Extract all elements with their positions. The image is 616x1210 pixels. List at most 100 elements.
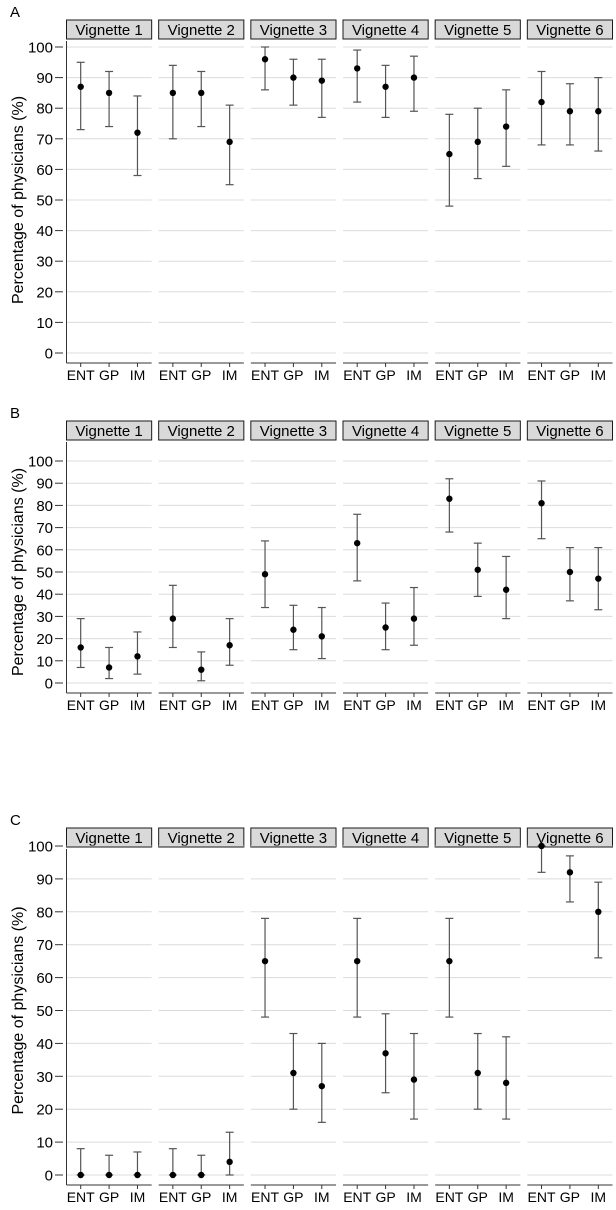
data-point	[353, 957, 361, 965]
x-tick-label: IM	[406, 1189, 422, 1205]
facet-5: Vignette 5 ENT GP IM	[434, 19, 521, 383]
x-tick-label: ENT	[67, 367, 95, 383]
data-point	[105, 1171, 113, 1179]
data-point	[474, 138, 481, 146]
facet-6: Vignette 6 ENT GP IM	[526, 19, 613, 383]
data-point	[502, 123, 510, 130]
y-axis-title: Percentage of physicians (%)	[10, 96, 27, 304]
facet-strip	[250, 420, 337, 441]
data-point	[261, 571, 269, 578]
x-tick-label: GP	[560, 697, 580, 713]
panel-C: C Percentage of physicians (%) 0 10 20 30 40 50…	[10, 812, 613, 1205]
facet-title: Vignette 3	[260, 423, 327, 440]
data-point	[353, 539, 361, 547]
y-tick-label: 100	[28, 40, 53, 57]
data-point	[198, 666, 205, 673]
data-point	[290, 626, 297, 633]
facet-strip	[66, 420, 153, 441]
x-tick-label: IM	[591, 697, 607, 713]
data-point	[290, 1069, 297, 1077]
y-tick-label: 60	[36, 162, 53, 179]
data-point	[318, 1082, 326, 1090]
data-point	[169, 89, 177, 97]
facet-strip	[434, 420, 521, 441]
y-tick-label: 70	[36, 520, 53, 537]
facet-title: Vignette 6	[536, 423, 603, 440]
facet-title: Vignette 5	[444, 423, 511, 440]
facet-title: Vignette 3	[260, 22, 327, 39]
data-point	[595, 575, 602, 582]
facet-strip	[250, 827, 337, 848]
y-axis-title: Percentage of physicians (%)	[10, 468, 27, 676]
y-tick-label: 80	[36, 498, 53, 515]
facet-strip	[526, 19, 613, 40]
data-point	[566, 568, 574, 576]
facet-2: Vignette 2 ENT GP IM	[158, 827, 245, 1205]
y-tick-label: 30	[36, 1069, 53, 1086]
y-tick-label: 50	[36, 193, 53, 210]
facet-strip	[526, 420, 613, 441]
y-tick-label: 10	[36, 1135, 53, 1152]
y-tick-label: 50	[36, 565, 53, 582]
facet-title: Vignette 5	[444, 22, 511, 39]
x-tick-label: IM	[222, 697, 238, 713]
data-point	[353, 65, 361, 72]
facet-strip	[158, 19, 245, 40]
facet-title: Vignette 3	[260, 830, 327, 847]
facet-3: Vignette 3 ENT GP IM	[250, 19, 337, 383]
x-tick-label: GP	[468, 367, 488, 383]
facet-strip	[342, 19, 429, 40]
data-point	[318, 77, 326, 84]
x-tick-label: GP	[99, 697, 119, 713]
y-tick-label: 90	[36, 70, 53, 87]
x-tick-label: GP	[283, 1189, 303, 1205]
x-tick-label: ENT	[67, 697, 95, 713]
facet-strip	[434, 19, 521, 40]
data-point	[474, 566, 481, 573]
data-point	[502, 586, 510, 593]
data-point	[198, 1171, 205, 1179]
facet-strip	[526, 827, 613, 848]
y-tick-label: 0	[45, 346, 53, 363]
data-point	[318, 633, 326, 640]
facet-title: Vignette 5	[444, 830, 511, 847]
x-tick-label: IM	[130, 1189, 146, 1205]
x-tick-label: GP	[468, 1189, 488, 1205]
data-point	[410, 1076, 418, 1083]
facet-title: Vignette 1	[75, 423, 142, 440]
data-point	[105, 664, 113, 671]
facet-4: Vignette 4 ENT GP IM	[342, 19, 429, 383]
data-point	[538, 499, 545, 507]
x-tick-label: IM	[130, 697, 146, 713]
facet-title: Vignette 2	[168, 22, 235, 39]
x-tick-label: ENT	[251, 367, 279, 383]
facet-strip	[66, 827, 153, 848]
data-point	[382, 1050, 389, 1057]
x-tick-label: GP	[375, 1189, 395, 1205]
y-tick-label: 100	[28, 839, 53, 856]
data-point	[595, 108, 602, 115]
x-tick-label: GP	[375, 367, 395, 383]
x-tick-label: IM	[314, 367, 330, 383]
x-tick-label: GP	[375, 697, 395, 713]
x-tick-label: GP	[191, 1189, 211, 1205]
x-tick-label: GP	[468, 697, 488, 713]
y-tick-label: 80	[36, 101, 53, 118]
y-tick-label: 40	[36, 587, 53, 604]
facet-title: Vignette 4	[352, 830, 419, 847]
facet-title: Vignette 1	[75, 22, 142, 39]
x-tick-label: IM	[130, 367, 146, 383]
facet-1: Vignette 1 ENT GP IM	[66, 827, 153, 1205]
x-tick-label: IM	[591, 367, 607, 383]
x-tick-label: ENT	[343, 697, 371, 713]
x-tick-label: IM	[314, 1189, 330, 1205]
y-tick-label: 60	[36, 970, 53, 987]
x-tick-label: ENT	[251, 697, 279, 713]
data-point	[77, 644, 84, 651]
x-tick-label: IM	[498, 1189, 514, 1205]
data-point	[134, 653, 141, 660]
facet-strip	[66, 19, 153, 40]
facet-4: Vignette 4 ENT GP IM	[342, 827, 429, 1205]
x-tick-label: GP	[283, 697, 303, 713]
